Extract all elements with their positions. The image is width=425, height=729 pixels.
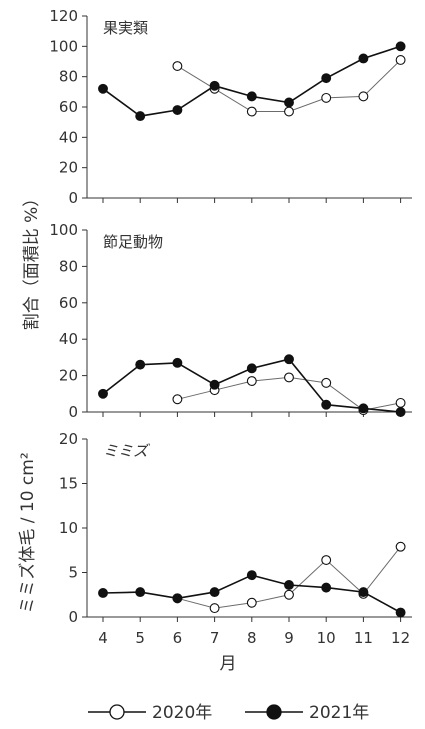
data-point: [321, 73, 332, 84]
y-tick-label: 0: [68, 403, 78, 421]
panel-label: ミミズ: [103, 442, 150, 460]
y-tick-label: 60: [59, 98, 78, 116]
data-point: [246, 106, 257, 117]
data-point: [246, 363, 257, 374]
x-axis: 4 5 6 7 8 9 10 11 12: [98, 629, 410, 647]
data-point: [284, 589, 294, 600]
x-tick-label: 4: [98, 629, 108, 647]
data-point: [284, 354, 294, 365]
y-tick-label: 120: [49, 7, 78, 25]
data-point: [172, 105, 183, 115]
x-tick-label: 10: [317, 629, 336, 647]
x-tick-label: 6: [173, 629, 183, 647]
y-tick-label: 100: [49, 221, 78, 239]
data-point: [246, 91, 257, 102]
data-point: [135, 359, 146, 370]
x-axis-title: 月: [220, 654, 237, 674]
legend-label: 2020年: [152, 703, 212, 723]
legend-item-2021年: 2021年: [245, 703, 369, 723]
data-point: [246, 570, 257, 581]
data-point: [284, 106, 294, 117]
panel-3: 0 5 10 15 20 ミミズ: [59, 430, 412, 626]
legend-marker: [109, 704, 125, 720]
panel-2: 0 20 40 60 80 100 節足動物: [49, 221, 412, 421]
data-point: [395, 607, 406, 618]
chart-panels: 0 20 40 60 80 100 120 果実類 0 20 40 60 80 100 節足動物 0 5 10 15…: [49, 7, 412, 626]
x-tick-label: 12: [391, 629, 410, 647]
data-point: [209, 603, 220, 614]
data-point: [284, 372, 294, 383]
y-tick-label: 40: [59, 128, 78, 146]
y-tick-label: 0: [68, 189, 78, 207]
y-tick-label: 10: [59, 519, 78, 537]
x-tick-label: 11: [354, 629, 373, 647]
y-axis-title-top: 割合（面積比 %）: [22, 190, 42, 331]
data-point: [98, 588, 108, 598]
data-point: [321, 399, 332, 410]
data-point: [284, 580, 294, 590]
y-tick-label: 15: [59, 475, 78, 493]
panel-1: 0 20 40 60 80 100 120 果実類: [49, 7, 412, 207]
data-point: [395, 41, 406, 52]
y-tick-label: 5: [68, 564, 78, 582]
legend-marker: [266, 704, 282, 720]
data-point: [358, 91, 369, 102]
data-point: [395, 397, 406, 408]
data-point: [172, 61, 183, 72]
series-line: [102, 45, 401, 117]
y-tick-label: 80: [59, 257, 78, 275]
x-tick-label: 8: [247, 629, 257, 647]
data-point: [246, 376, 257, 387]
y-tick-label: 0: [68, 608, 78, 626]
data-point: [98, 83, 108, 94]
legend-label: 2021年: [309, 703, 369, 723]
data-point: [246, 597, 257, 608]
data-point: [284, 97, 294, 108]
panel-label: 果実類: [103, 19, 148, 37]
series-2021: [98, 41, 406, 122]
data-point: [135, 111, 146, 122]
y-tick-label: 20: [59, 367, 78, 385]
series-2020: [172, 541, 406, 614]
data-point: [209, 379, 220, 390]
data-point: [172, 394, 183, 405]
x-tick-label: 9: [284, 629, 294, 647]
data-point: [395, 55, 406, 65]
y-tick-label: 20: [59, 430, 78, 448]
data-point: [209, 80, 220, 91]
series-2021: [98, 570, 406, 618]
y-axis-title-bottom: ミミズ体毛 / 10 cm²: [18, 452, 38, 613]
legend-item-2020年: 2020年: [88, 703, 212, 723]
y-tick-label: 60: [59, 294, 78, 312]
x-tick-label: 5: [135, 629, 145, 647]
data-point: [358, 587, 369, 598]
data-point: [321, 92, 332, 103]
series-2021: [98, 354, 406, 417]
y-tick-label: 80: [59, 68, 78, 86]
legend: 2020年 2021年: [88, 703, 369, 723]
data-point: [209, 587, 220, 598]
data-point: [172, 357, 183, 368]
data-point: [98, 388, 108, 399]
data-point: [172, 593, 183, 604]
data-point: [321, 555, 332, 565]
data-point: [395, 541, 406, 552]
data-point: [321, 377, 332, 388]
data-point: [358, 403, 369, 414]
data-point: [358, 53, 369, 64]
y-tick-label: 40: [59, 330, 78, 348]
data-point: [395, 407, 406, 417]
data-point: [321, 582, 332, 593]
x-tick-label: 7: [210, 629, 220, 647]
y-tick-label: 100: [49, 37, 78, 55]
data-point: [135, 587, 146, 598]
y-tick-label: 20: [59, 159, 78, 177]
panel-label: 節足動物: [103, 233, 163, 251]
